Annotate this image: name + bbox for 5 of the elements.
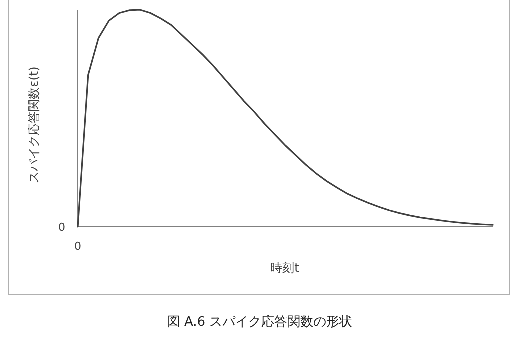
text: 0 — [74, 240, 82, 253]
x-axis-title: 時刻t — [270, 261, 300, 275]
text: 0 — [58, 221, 66, 234]
text: 図 A.6 スパイク応答関数の形状 — [167, 314, 353, 330]
y-axis-title: スパイク応答関数ε(t) — [27, 66, 41, 184]
